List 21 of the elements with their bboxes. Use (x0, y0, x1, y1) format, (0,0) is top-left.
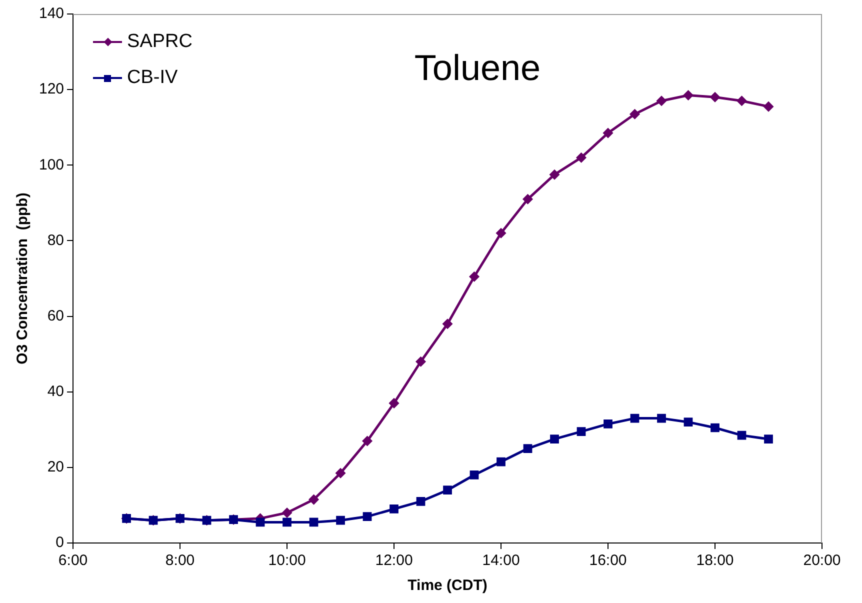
x-tick-label: 8:00 (165, 552, 195, 570)
y-tick-label: 140 (38, 5, 64, 22)
y-tick-label: 60 (47, 307, 64, 324)
legend-label: SAPRC (127, 30, 192, 54)
legend-label: CB-IV (127, 66, 178, 90)
x-axis-title: Time (CDT) (408, 577, 488, 594)
y-tick-label: 120 (38, 80, 64, 98)
x-tick-label: 20:00 (803, 552, 841, 570)
text: Toluene (414, 46, 541, 88)
x-tick-label: 18:00 (696, 552, 734, 570)
x-tick-label: 12:00 (375, 552, 413, 570)
x-tick-label: 14:00 (482, 552, 520, 570)
y-tick-label: 20 (47, 458, 64, 476)
y-tick-label: 80 (47, 232, 64, 249)
x-tick-label: 10:00 (268, 552, 306, 570)
y-axis-title: O3 Concentration (ppb) (14, 192, 32, 364)
x-tick-label: 6:00 (58, 552, 88, 570)
y-tick-label: 0 (56, 534, 64, 552)
y-tick-label: 100 (38, 156, 64, 174)
y-tick-label: 40 (47, 383, 64, 400)
x-tick-label: 16:00 (589, 552, 627, 570)
